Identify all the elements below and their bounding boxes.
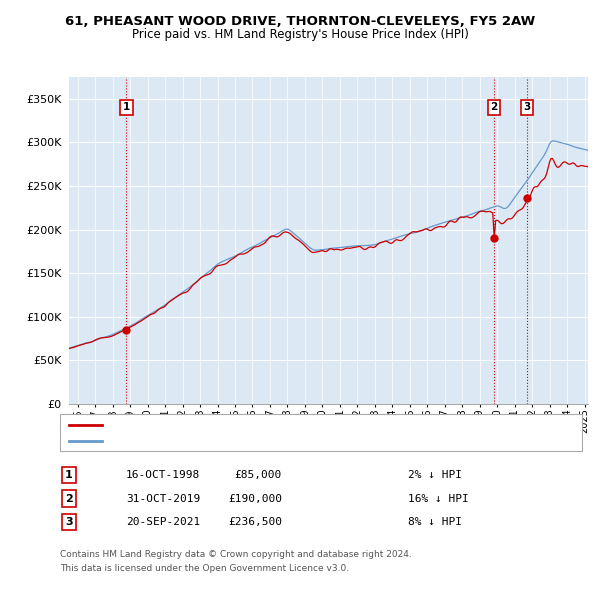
Text: 16% ↓ HPI: 16% ↓ HPI	[408, 494, 469, 503]
Text: 8% ↓ HPI: 8% ↓ HPI	[408, 517, 462, 527]
Text: 3: 3	[65, 517, 73, 527]
Text: HPI: Average price, detached house, Wyre: HPI: Average price, detached house, Wyre	[108, 436, 328, 446]
Text: 61, PHEASANT WOOD DRIVE, THORNTON-CLEVELEYS, FY5 2AW (detached house): 61, PHEASANT WOOD DRIVE, THORNTON-CLEVEL…	[108, 419, 532, 430]
Text: 2% ↓ HPI: 2% ↓ HPI	[408, 470, 462, 480]
Text: 20-SEP-2021: 20-SEP-2021	[126, 517, 200, 527]
Text: 2: 2	[65, 494, 73, 503]
Text: £190,000: £190,000	[228, 494, 282, 503]
Text: Price paid vs. HM Land Registry's House Price Index (HPI): Price paid vs. HM Land Registry's House …	[131, 28, 469, 41]
Text: 16-OCT-1998: 16-OCT-1998	[126, 470, 200, 480]
Text: £85,000: £85,000	[235, 470, 282, 480]
Text: 61, PHEASANT WOOD DRIVE, THORNTON-CLEVELEYS, FY5 2AW: 61, PHEASANT WOOD DRIVE, THORNTON-CLEVEL…	[65, 15, 535, 28]
Text: 3: 3	[524, 102, 531, 112]
Text: £236,500: £236,500	[228, 517, 282, 527]
Text: 1: 1	[65, 470, 73, 480]
Text: 1: 1	[123, 102, 130, 112]
Text: 2: 2	[491, 102, 498, 112]
Text: This data is licensed under the Open Government Licence v3.0.: This data is licensed under the Open Gov…	[60, 564, 349, 573]
Text: Contains HM Land Registry data © Crown copyright and database right 2024.: Contains HM Land Registry data © Crown c…	[60, 550, 412, 559]
Text: 31-OCT-2019: 31-OCT-2019	[126, 494, 200, 503]
